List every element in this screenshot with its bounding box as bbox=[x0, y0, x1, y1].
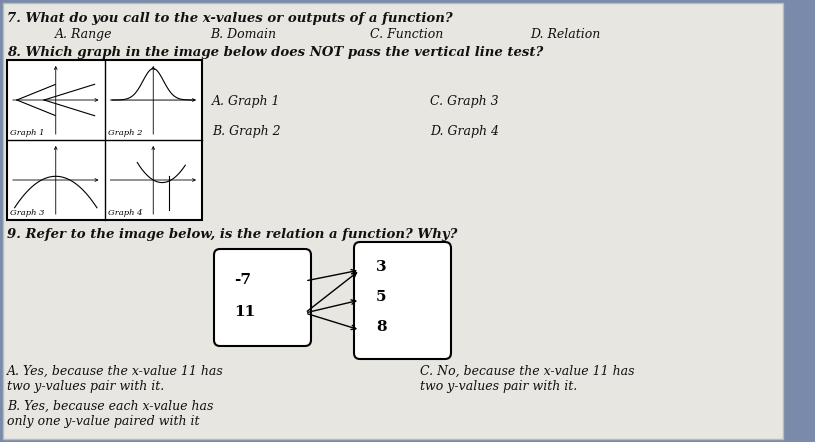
FancyBboxPatch shape bbox=[3, 3, 783, 439]
Text: A. Graph 1: A. Graph 1 bbox=[212, 95, 280, 108]
Text: 8: 8 bbox=[376, 320, 386, 334]
Text: Graph 3: Graph 3 bbox=[10, 209, 45, 217]
Text: D. Relation: D. Relation bbox=[530, 28, 601, 41]
Text: Graph 4: Graph 4 bbox=[108, 209, 142, 217]
Text: B. Graph 2: B. Graph 2 bbox=[212, 125, 280, 138]
Text: B. Domain: B. Domain bbox=[210, 28, 276, 41]
FancyBboxPatch shape bbox=[354, 242, 451, 359]
Text: 11: 11 bbox=[234, 305, 255, 319]
Bar bbox=[7, 60, 202, 220]
Text: Graph 1: Graph 1 bbox=[10, 129, 45, 137]
Text: 5: 5 bbox=[376, 290, 386, 304]
Text: 7. What do you call to the x-values or outputs of a function?: 7. What do you call to the x-values or o… bbox=[7, 12, 452, 25]
Text: -7: -7 bbox=[234, 273, 251, 287]
Text: C. Function: C. Function bbox=[370, 28, 443, 41]
Text: C. No, because the x-value 11 has
two y-values pair with it.: C. No, because the x-value 11 has two y-… bbox=[420, 365, 635, 393]
FancyBboxPatch shape bbox=[214, 249, 311, 346]
Text: 3: 3 bbox=[376, 260, 386, 274]
Text: C. Graph 3: C. Graph 3 bbox=[430, 95, 499, 108]
Text: 9. Refer to the image below, is the relation a function? Why?: 9. Refer to the image below, is the rela… bbox=[7, 228, 457, 241]
Text: 8. Which graph in the image below does NOT pass the vertical line test?: 8. Which graph in the image below does N… bbox=[7, 46, 544, 59]
Text: A. Yes, because the x-value 11 has
two y-values pair with it.: A. Yes, because the x-value 11 has two y… bbox=[7, 365, 224, 393]
Text: Graph 2: Graph 2 bbox=[108, 129, 142, 137]
Text: D. Graph 4: D. Graph 4 bbox=[430, 125, 499, 138]
Text: A. Range: A. Range bbox=[55, 28, 112, 41]
Text: B. Yes, because each x-value has
only one y-value paired with it: B. Yes, because each x-value has only on… bbox=[7, 400, 214, 428]
